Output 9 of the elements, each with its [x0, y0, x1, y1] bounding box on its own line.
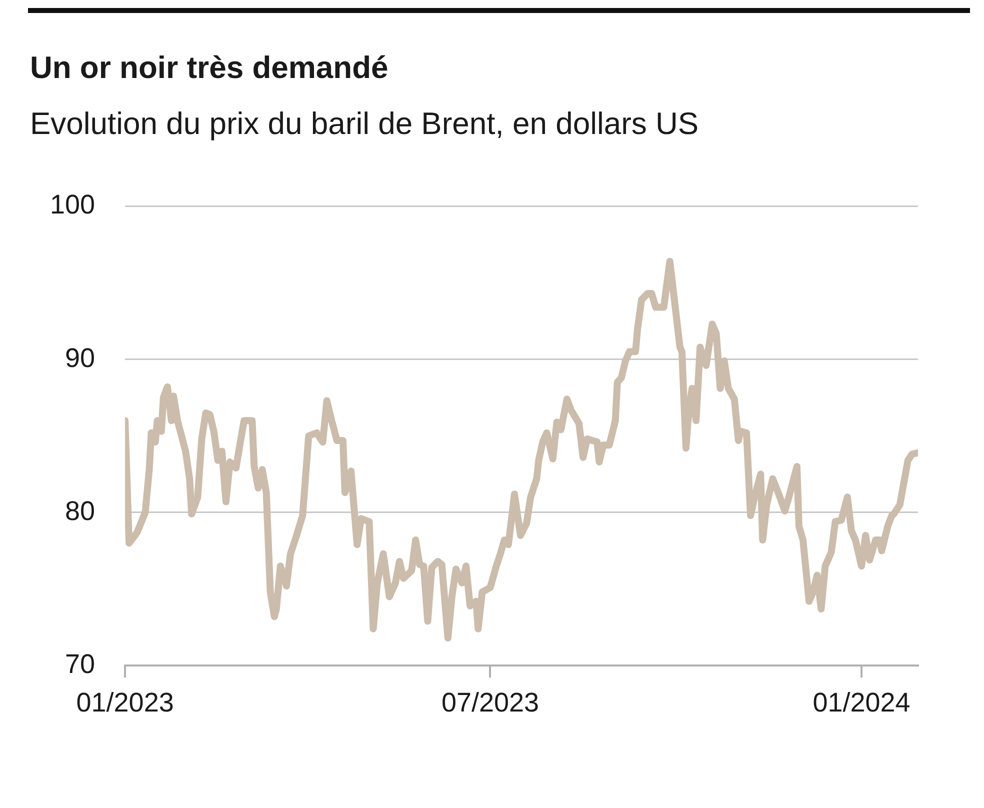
x-tick-label: 01/2024 [812, 687, 910, 718]
y-tick-label: 80 [65, 496, 96, 526]
chart-title: Un or noir très demandé [30, 50, 388, 86]
x-tick-label: 01/2023 [76, 687, 174, 718]
y-tick-label: 100 [50, 190, 96, 220]
chart-subtitle: Evolution du prix du baril de Brent, en dollars US [30, 106, 699, 142]
y-tick-label: 70 [65, 649, 96, 680]
x-tick-label: 07/2023 [441, 687, 540, 718]
y-tick-label: 90 [65, 342, 96, 373]
